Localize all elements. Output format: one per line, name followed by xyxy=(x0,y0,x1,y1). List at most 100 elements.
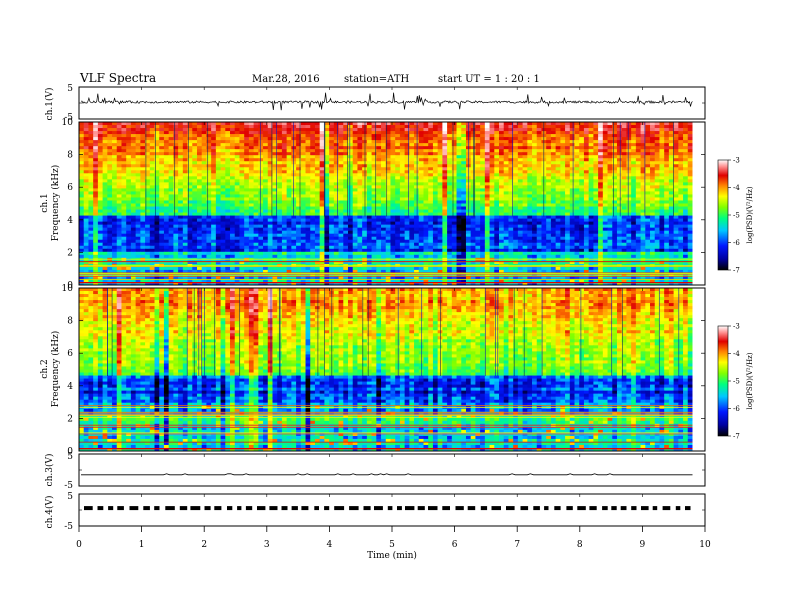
spec1-cell xyxy=(291,140,297,144)
spec1-cell xyxy=(126,197,132,201)
spec1-cell xyxy=(154,131,160,135)
spec1-cell xyxy=(484,215,490,219)
spec1-cell xyxy=(296,185,302,189)
spec1-cell xyxy=(640,194,646,198)
spec1-cell xyxy=(93,179,99,183)
spec1-cell xyxy=(281,158,288,162)
spec1-cell xyxy=(225,158,231,162)
spec1-cell xyxy=(291,206,297,210)
spec1-cell xyxy=(456,137,462,141)
spec1-cell xyxy=(329,233,335,238)
spec1-cell xyxy=(116,179,122,183)
spec1-cell xyxy=(480,152,486,156)
spec1-cell xyxy=(583,152,590,156)
spec1-cell xyxy=(234,188,240,192)
spec1-cell xyxy=(291,179,297,183)
spec1-cell xyxy=(565,185,571,189)
spec1-cell xyxy=(225,146,231,150)
spec1-cell xyxy=(654,230,660,235)
spec1-cell xyxy=(187,215,193,219)
spec1-cell xyxy=(248,128,255,132)
spec1-cell xyxy=(352,197,358,201)
spec1-cell xyxy=(230,182,236,186)
spec1-cell xyxy=(668,212,674,216)
spec1-cell xyxy=(258,212,264,216)
spec1-cell xyxy=(102,137,108,141)
spec1-cell xyxy=(272,176,278,180)
spec1-cell xyxy=(513,149,519,153)
spec1-cell xyxy=(376,167,382,171)
spec1-cell xyxy=(305,152,311,156)
spec1-cell xyxy=(451,176,457,180)
ch1-ylabel: ch.1(V) xyxy=(44,88,55,121)
spec1-cell xyxy=(513,170,519,174)
spec1-cell xyxy=(201,215,207,219)
spec1-cell xyxy=(314,176,321,180)
spec1-cell xyxy=(654,125,660,129)
spec1-cell xyxy=(93,200,99,204)
spec1-cell xyxy=(220,137,226,141)
spec1-cell xyxy=(513,131,519,135)
spec1-cell xyxy=(116,176,122,180)
spec1-cell xyxy=(93,230,99,235)
spec1-cell xyxy=(428,221,434,226)
spec1-cell xyxy=(296,161,302,165)
spec1-cell xyxy=(211,158,217,162)
spec1-cell xyxy=(187,173,193,177)
spec1-cell xyxy=(178,179,184,183)
spec1-cell xyxy=(683,185,689,189)
spec1-cell xyxy=(130,182,137,186)
spec1-cell xyxy=(296,188,302,192)
spec1-cell xyxy=(130,155,137,159)
spec1-cell xyxy=(239,155,245,159)
spec1-cell xyxy=(385,221,391,226)
spec1-cell xyxy=(532,182,538,186)
spec1-cell xyxy=(484,179,490,183)
spec1-cell xyxy=(550,131,557,135)
spec1-cell xyxy=(168,188,174,192)
spec1-cell xyxy=(192,164,198,168)
spec1-cell xyxy=(324,215,330,219)
spec1-cell xyxy=(579,215,585,219)
spec1-cell xyxy=(97,131,103,135)
spec1-cell xyxy=(376,218,382,223)
spec1-cell xyxy=(258,134,264,138)
spec1-cell xyxy=(631,152,637,156)
spec1-cell xyxy=(565,197,571,201)
spec1-cell xyxy=(673,161,679,165)
spec1-cell xyxy=(234,140,240,144)
spec1-cell xyxy=(404,167,410,171)
spec1-cell xyxy=(277,170,283,174)
spec1-cell xyxy=(687,233,693,238)
spec1-cell xyxy=(664,152,670,156)
spec1-cell xyxy=(583,182,590,186)
spec1-cell xyxy=(484,137,490,141)
spec1-cell xyxy=(206,215,212,219)
spec1-cell xyxy=(258,164,264,168)
spec1-cell xyxy=(631,209,637,213)
spec1-cell xyxy=(546,134,552,138)
spec1-cell xyxy=(583,149,590,153)
spec1-cell xyxy=(418,122,424,126)
spec1-cell xyxy=(253,149,259,153)
spec1-cell xyxy=(319,203,325,207)
spec1-cell xyxy=(220,128,226,132)
spec1-cell xyxy=(300,191,306,195)
spec1-cell xyxy=(206,170,212,174)
spec1-cell xyxy=(347,230,354,235)
spec1-cell xyxy=(206,122,212,126)
spec1-cell xyxy=(258,176,264,180)
spec1-cell xyxy=(79,212,85,216)
spec1-cell xyxy=(168,170,174,174)
spec1-cell xyxy=(357,182,363,186)
spec1-cell xyxy=(272,173,278,177)
spec1-cell xyxy=(461,176,467,180)
spec1-cell xyxy=(267,197,273,201)
spec1-cell xyxy=(107,131,113,135)
spec1-cell xyxy=(527,218,533,223)
spec1-cell xyxy=(494,122,500,126)
spec1-cell xyxy=(451,215,457,219)
spec1-cell xyxy=(569,158,575,162)
spec1-cell xyxy=(314,167,321,171)
spec1-cell xyxy=(437,137,443,141)
